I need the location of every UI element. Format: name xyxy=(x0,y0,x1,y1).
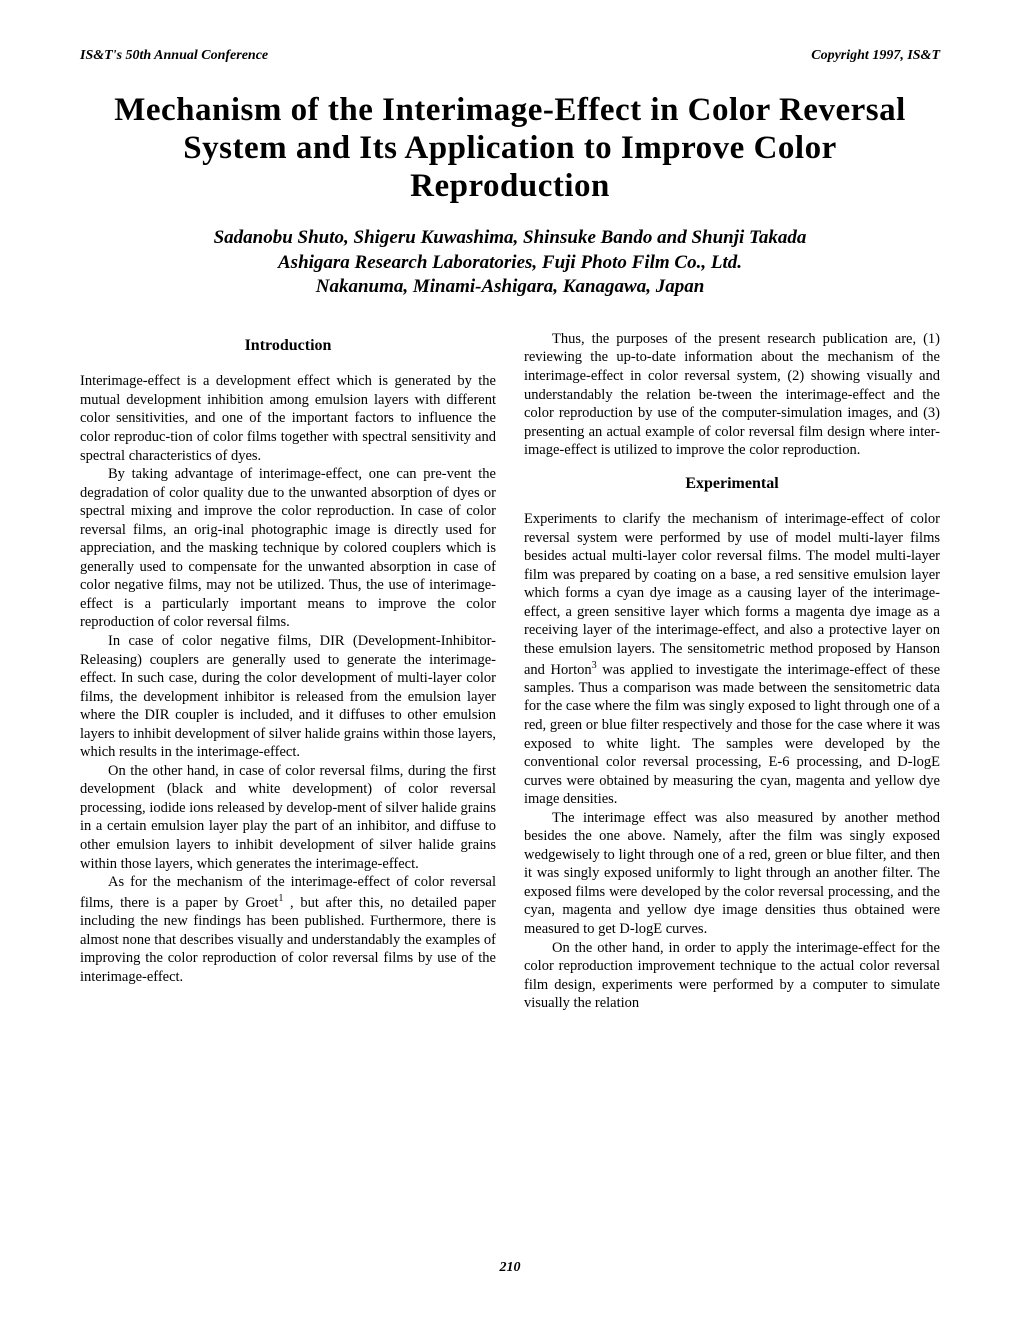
running-header: IS&T's 50th Annual Conference Copyright … xyxy=(80,48,940,64)
page-number: 210 xyxy=(0,1260,1020,1276)
intro-para-2: By taking advantage of interimage-effect… xyxy=(80,465,496,632)
intro-para-3: In case of color negative films, DIR (De… xyxy=(80,632,496,762)
exp-para-2: The interimage effect was also measured … xyxy=(524,809,940,939)
right-column: Thus, the purposes of the present resear… xyxy=(524,330,940,1013)
header-right: Copyright 1997, IS&T xyxy=(811,48,940,64)
authors-names: Sadanobu Shuto, Shigeru Kuwashima, Shins… xyxy=(80,226,940,251)
exp-para-1: Experiments to clarify the mechanism of … xyxy=(524,510,940,809)
two-column-body: Introduction Interimage-effect is a deve… xyxy=(80,330,940,1013)
intro-para-6: Thus, the purposes of the present resear… xyxy=(524,330,940,460)
authors-address: Nakanuma, Minami-Ashigara, Kanagawa, Jap… xyxy=(80,275,940,300)
exp-para-1a: Experiments to clarify the mechanism of … xyxy=(524,511,940,677)
paper-title: Mechanism of the Interimage-Effect in Co… xyxy=(80,92,940,206)
authors-block: Sadanobu Shuto, Shigeru Kuwashima, Shins… xyxy=(80,226,940,300)
section-heading-experimental: Experimental xyxy=(524,474,940,494)
exp-para-3: On the other hand, in order to apply the… xyxy=(524,939,940,1013)
exp-para-1b: was applied to investigate the interimag… xyxy=(524,661,940,807)
left-column: Introduction Interimage-effect is a deve… xyxy=(80,330,496,1013)
intro-para-4: On the other hand, in case of color reve… xyxy=(80,762,496,873)
section-heading-introduction: Introduction xyxy=(80,336,496,356)
authors-affiliation: Ashigara Research Laboratories, Fuji Pho… xyxy=(80,251,940,276)
intro-para-5: As for the mechanism of the interimage-e… xyxy=(80,873,496,986)
header-left: IS&T's 50th Annual Conference xyxy=(80,48,268,64)
intro-para-1: Interimage-effect is a development effec… xyxy=(80,372,496,465)
